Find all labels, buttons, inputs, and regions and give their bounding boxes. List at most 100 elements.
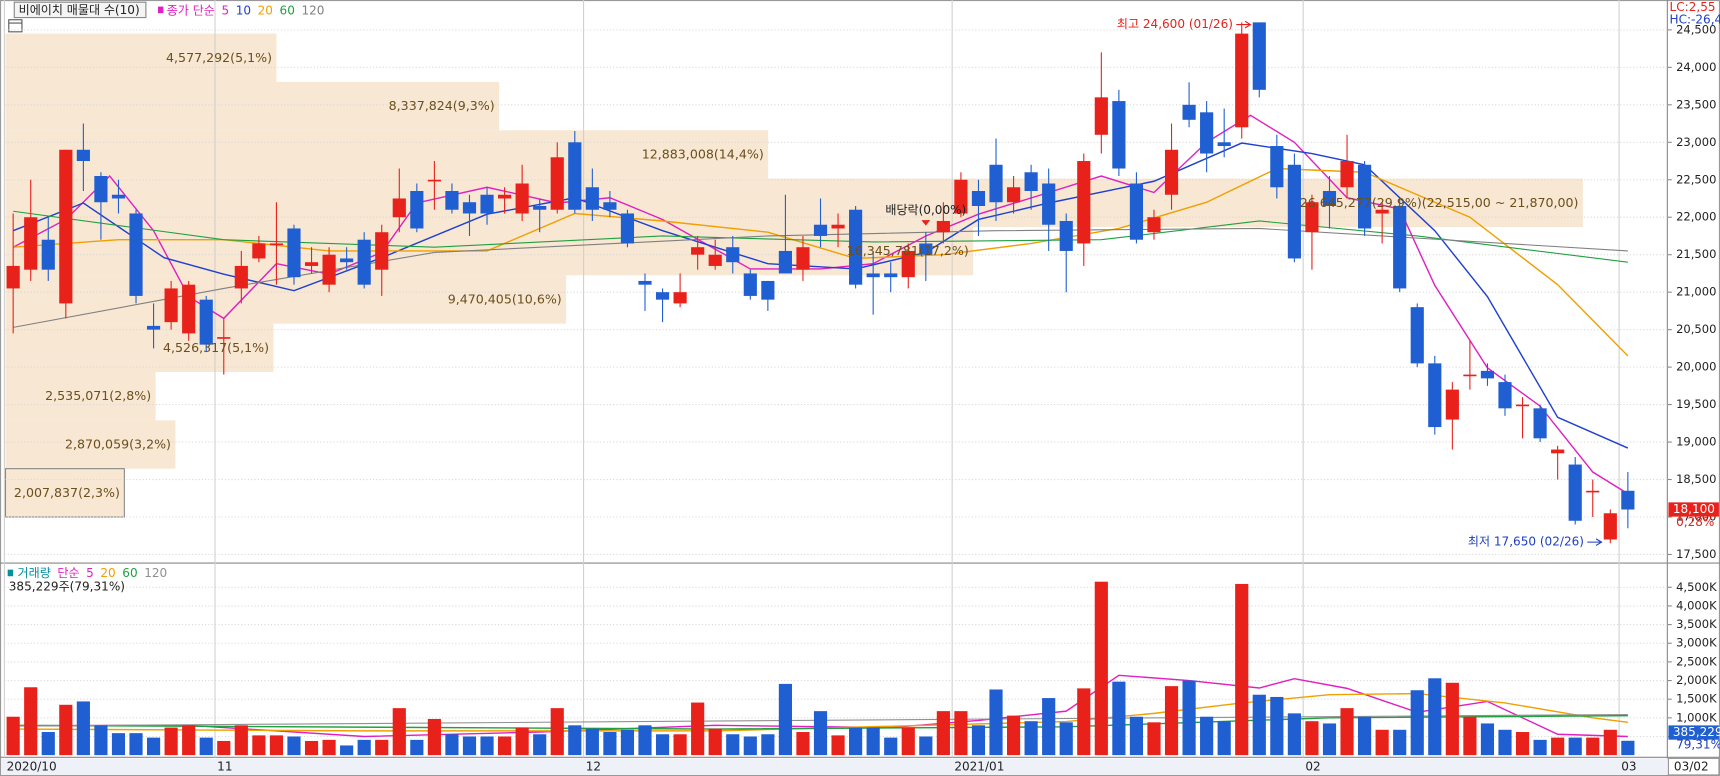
x-tick-label: 03 <box>1621 760 1636 774</box>
volume-bar <box>778 683 792 756</box>
candle-body <box>1164 149 1179 195</box>
profile-label: 4,577,292(5,1%) <box>166 49 272 64</box>
candle-body <box>269 243 284 246</box>
profile-band <box>5 130 769 179</box>
y-tick-label: 17,500 <box>1676 547 1716 561</box>
profile-band <box>5 420 176 469</box>
profile-band <box>5 81 500 131</box>
calendar-icon <box>8 19 23 33</box>
y-tick-label: 4,000K <box>1676 598 1717 612</box>
volume-bar <box>1094 581 1108 756</box>
text-layer: 2020/1011122021/01020303/0217,50017,0001… <box>7 3 1720 776</box>
ex-div-marker <box>921 220 931 226</box>
candle-body <box>392 198 406 218</box>
profile-label: 9,470,405(10,6%) <box>448 291 562 306</box>
profile-value: 2,870,059(3,2%) <box>65 436 171 451</box>
candle-body <box>936 220 950 233</box>
profile-value: 2,535,071(2,8%) <box>45 388 151 403</box>
volume-bar <box>796 732 810 756</box>
y-tick-label: 24,000 <box>1676 60 1716 74</box>
volume-bar <box>217 740 231 756</box>
candle-body <box>199 299 213 345</box>
volume-bar <box>111 733 126 756</box>
candle-body <box>1112 101 1126 169</box>
volume-bar <box>1551 737 1565 756</box>
candle-body <box>1515 404 1530 407</box>
candle-body <box>620 213 635 244</box>
y-tick-label: 18,500 <box>1676 472 1716 486</box>
volume-bar <box>1322 723 1337 756</box>
legend-swatch <box>157 6 164 14</box>
last-date: 03/02 <box>1674 760 1709 774</box>
lc-label: LC:2,55 <box>1670 0 1716 14</box>
y-tick-label: 2,500K <box>1676 654 1717 668</box>
candle-body <box>445 190 459 210</box>
volume-bar <box>1182 680 1196 756</box>
volume-bar <box>304 740 319 756</box>
y-tick-label: 23,000 <box>1676 135 1716 149</box>
volume-bar <box>1147 722 1161 756</box>
candle-body <box>1533 408 1547 439</box>
y-tick-label: 20,000 <box>1676 360 1716 374</box>
candle-body <box>1270 146 1284 188</box>
volume-bar <box>849 727 863 756</box>
candle-body <box>1393 205 1407 289</box>
volume-tag-label: 385,229 <box>1673 725 1720 739</box>
grid-layer <box>3 0 1672 758</box>
volume-bar <box>743 736 757 756</box>
candle-body <box>1603 513 1617 540</box>
y-tick-label: 20,500 <box>1676 322 1716 336</box>
legend-prefix: 단순 <box>57 565 79 579</box>
volume-bar <box>884 737 898 756</box>
high-arrow <box>1236 20 1252 29</box>
candle-body <box>726 247 740 263</box>
candle-body <box>743 273 757 296</box>
indicator-title: 비에이치 매물대 수(10) <box>19 3 140 17</box>
y-tick-label: 4,500K <box>1676 580 1717 594</box>
candle-body <box>550 157 564 210</box>
candle-body <box>813 224 828 236</box>
volume-bar <box>533 734 547 756</box>
legend-title: 거래량 <box>18 565 51 579</box>
volume-bar <box>1200 716 1214 756</box>
profile-value: 2,007,837(2,3%) <box>14 484 120 499</box>
candle-body <box>182 284 196 334</box>
candle-body <box>1217 142 1231 147</box>
candle-body <box>322 254 336 285</box>
last-date-box <box>1667 757 1720 776</box>
profile-value: 4,577,292(5,1%) <box>166 49 272 64</box>
candle-body <box>515 183 529 214</box>
volume-bar <box>1077 688 1091 756</box>
low-note: 최저 17,650 (02/26) <box>1468 535 1584 549</box>
profile-value: 26,645,277(29,9%) <box>1300 194 1422 209</box>
y-tick-label: 23,500 <box>1676 97 1716 111</box>
volume-bar <box>462 736 477 756</box>
legend-swatch <box>7 569 14 577</box>
y-tick-label: 2,000K <box>1676 673 1717 687</box>
volume-bar <box>936 711 950 756</box>
candle-body <box>796 247 810 270</box>
candle-body <box>41 239 55 270</box>
volume-bar <box>1603 729 1617 756</box>
candle-body <box>129 213 143 296</box>
profile-value: 8,337,824(9,3%) <box>389 98 495 113</box>
profile-label: 4,526,317(5,1%) <box>163 339 269 354</box>
candle-body <box>427 179 441 182</box>
volume-bar <box>410 739 424 756</box>
volume-bar <box>498 736 512 756</box>
candle-body <box>1322 190 1337 206</box>
volume-bar <box>182 725 196 756</box>
volume-bar <box>357 739 371 756</box>
volume-bar <box>269 735 284 756</box>
volume-bar <box>1164 686 1179 756</box>
candle-body <box>146 325 161 330</box>
volume-bar <box>1129 716 1144 756</box>
profile-label: 26,645,277(29,9%)(22,515,00 ~ 21,870,00) <box>1300 194 1579 209</box>
volume-bar <box>1252 694 1266 756</box>
volume-bar <box>1006 715 1021 756</box>
low-arrow <box>1587 538 1603 546</box>
candle-body <box>1463 374 1477 377</box>
candle-body <box>1358 164 1372 229</box>
